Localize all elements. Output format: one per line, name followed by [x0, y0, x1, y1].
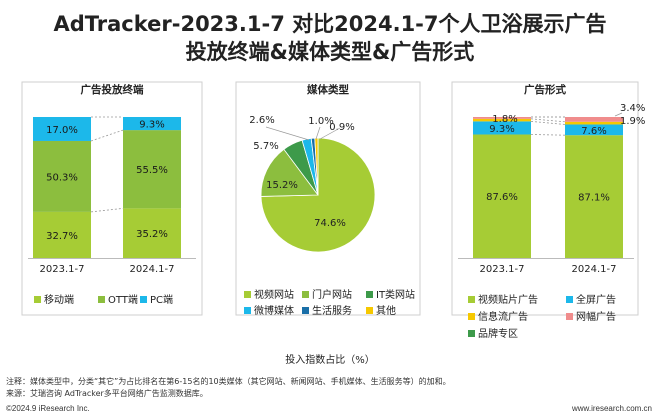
format-label-1-1: 7.6% [581, 126, 606, 137]
format-connector-2 [530, 118, 566, 123]
pie-slice-0 [260, 137, 376, 253]
terminal-legend-label-1: OTT端 [108, 293, 138, 306]
chart-title-line-2: 投放终端&媒体类型&广告形式 [185, 40, 475, 64]
pie-label-2: 5.7% [253, 141, 278, 152]
copyright-text: ©2024.9 iResearch Inc. [6, 404, 90, 413]
format-bar-1-1 [565, 124, 623, 136]
format-bar-3-0 [473, 117, 531, 119]
terminal-bar-0-0 [33, 211, 91, 258]
media-legend-label-3: 微博媒体 [254, 304, 294, 317]
terminal-label-0-0: 32.7% [46, 231, 78, 242]
pie-slice-1 [260, 148, 319, 197]
format-bar-0-1 [565, 135, 623, 258]
format-legend-label-1: 全屏广告 [576, 293, 616, 306]
format-label-0-0: 87.6% [486, 192, 518, 203]
pie-label-3: 2.6% [249, 115, 274, 126]
media-legend-swatch-4 [302, 307, 309, 314]
terminal-legend-swatch-0 [34, 296, 41, 303]
media-legend-label-0: 视频网站 [254, 288, 294, 301]
format-leader-3-1 [614, 112, 623, 117]
source-text: 来源：艾瑞咨询 AdTracker多平台网络广告监测数据库。 [6, 389, 208, 398]
terminal-label-2-0: 17.0% [46, 125, 78, 136]
media-legend-label-5: 其他 [376, 304, 396, 317]
pie-leader-5 [319, 127, 341, 140]
format-label-0-1: 87.1% [578, 193, 610, 204]
format-legend-label-0: 视频贴片广告 [478, 293, 538, 306]
terminal-xtick-0: 2023.1-7 [40, 264, 85, 275]
format-bar-3-1 [565, 117, 623, 122]
format-legend-label-2: 信息流广告 [478, 310, 528, 323]
terminal-legend-label-0: 移动端 [44, 293, 74, 306]
pie-leader-3 [265, 126, 310, 141]
format-bar-0-0 [473, 134, 531, 258]
chart-title-line-1: AdTracker-2023.1-7 对比2024.1-7个人卫浴展示广告 [53, 12, 607, 36]
format-label-3-1: 3.4% [620, 103, 645, 114]
format-label-1-0: 9.3% [489, 124, 514, 135]
x-axis-title: 投入指数占比（%） [285, 353, 375, 366]
media-legend-label-2: IT类网站 [376, 288, 415, 301]
terminal-xtick-1: 2024.1-7 [130, 264, 175, 275]
media-legend-swatch-3 [244, 307, 251, 314]
terminal-connector-1 [90, 129, 124, 142]
terminal-label-1-0: 50.3% [46, 172, 78, 183]
format-legend-swatch-1 [566, 296, 573, 303]
terminal-label-1-1: 55.5% [136, 165, 168, 176]
media-legend-swatch-2 [366, 291, 373, 298]
terminal-title: 广告投放终端 [81, 83, 144, 96]
format-legend-swatch-4 [468, 330, 475, 337]
terminal-label-2-1: 9.3% [139, 120, 164, 131]
terminal-bar-1-0 [33, 140, 91, 212]
format-label-2-0: 1.8% [492, 114, 517, 125]
terminal-label-0-1: 35.2% [136, 229, 168, 240]
pie-leader-4 [315, 126, 321, 140]
format-legend-swatch-3 [566, 313, 573, 320]
panel-frame-terminal [21, 81, 203, 316]
format-legend-label-4: 品牌专区 [478, 327, 518, 340]
format-connector-0 [530, 134, 566, 136]
format-legend-swatch-2 [468, 313, 475, 320]
media-legend-label-1: 门户网站 [312, 288, 352, 301]
media-legend-label-4: 生活服务 [312, 304, 352, 317]
media-legend-swatch-5 [366, 307, 373, 314]
terminal-legend-swatch-2 [140, 296, 147, 303]
media-title: 媒体类型 [306, 83, 349, 96]
format-legend-label-3: 网幅广告 [576, 310, 616, 323]
format-bar-1-0 [473, 121, 531, 135]
terminal-bar-2-0 [33, 117, 91, 141]
format-connector-1 [530, 120, 566, 125]
format-xtick-0: 2023.1-7 [480, 264, 525, 275]
format-legend-swatch-0 [468, 296, 475, 303]
pie-label-5: 0.9% [329, 122, 354, 133]
format-title: 广告形式 [524, 83, 566, 96]
panel-frame-format [451, 81, 639, 316]
terminal-legend-swatch-1 [98, 296, 105, 303]
terminal-bar-0-1 [123, 208, 181, 258]
terminal-bar-1-1 [123, 130, 181, 209]
format-label-2-1: 1.9% [620, 116, 645, 127]
note-text: 注释：媒体类型中，分类“其它”为占比排名在第6-15名的10类媒体（其它网站、新… [6, 377, 451, 386]
website-text: www.iresearch.com.cn [571, 404, 652, 413]
media-legend-swatch-0 [244, 291, 251, 298]
terminal-legend-label-2: PC端 [150, 293, 173, 306]
media-legend-swatch-1 [302, 291, 309, 298]
format-xtick-1: 2024.1-7 [572, 264, 617, 275]
panel-frame-media [235, 81, 421, 316]
format-bar-2-0 [473, 118, 531, 122]
terminal-bar-2-1 [123, 117, 181, 131]
pie-label-0: 74.6% [314, 218, 346, 229]
format-bar-2-1 [565, 121, 623, 125]
pie-label-1: 15.2% [266, 180, 298, 191]
pie-label-4: 1.0% [308, 116, 333, 127]
terminal-connector-0 [90, 207, 124, 213]
